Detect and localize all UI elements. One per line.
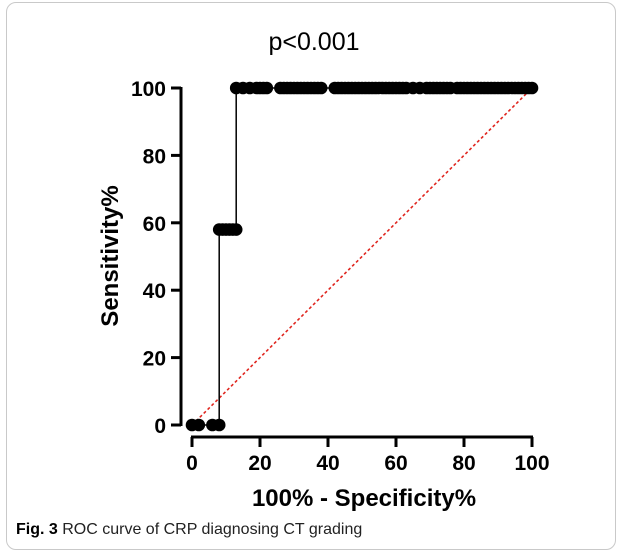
roc-point [212, 418, 226, 432]
x-tick-label: 0 [186, 452, 198, 475]
roc-point [525, 81, 539, 95]
figure-label: Fig. 3 [16, 521, 58, 538]
roc-curve [185, 81, 539, 432]
x-tick-label: 20 [248, 452, 271, 475]
caption-text: ROC curve of CRP diagnosing CT grading [62, 521, 363, 538]
x-tick-label: 60 [384, 452, 407, 475]
y-tick-label: 60 [143, 213, 166, 236]
reference-diagonal [191, 87, 533, 426]
reference-line [191, 87, 533, 426]
x-tick-label: 80 [452, 452, 475, 475]
y-tick-label: 20 [143, 348, 166, 371]
y-tick-label: 0 [154, 415, 166, 438]
x-tick-label: 100 [514, 452, 549, 475]
roc-chart: p<0.001 0 20 40 60 80 100 0 20 40 60 80 100 100% - … [97, 28, 550, 512]
figure-caption: Fig. 3 ROC curve of CRP diagnosing CT gr… [16, 521, 362, 539]
roc-point [314, 81, 328, 95]
y-tick-label: 40 [143, 280, 166, 303]
axes: 0 20 40 60 80 100 0 20 40 60 80 100 [131, 78, 550, 475]
roc-point [229, 223, 243, 236]
roc-point [260, 81, 274, 95]
x-tick-label: 40 [316, 452, 339, 475]
y-axis-title: Sensitivity% [97, 185, 124, 326]
p-value-annotation: p<0.001 [268, 28, 359, 56]
roc-point [192, 418, 206, 432]
x-axis-title: 100% - Specificity% [252, 485, 476, 512]
y-tick-label: 80 [143, 145, 166, 168]
y-tick-label: 100 [131, 78, 166, 101]
figure-frame [6, 2, 616, 550]
